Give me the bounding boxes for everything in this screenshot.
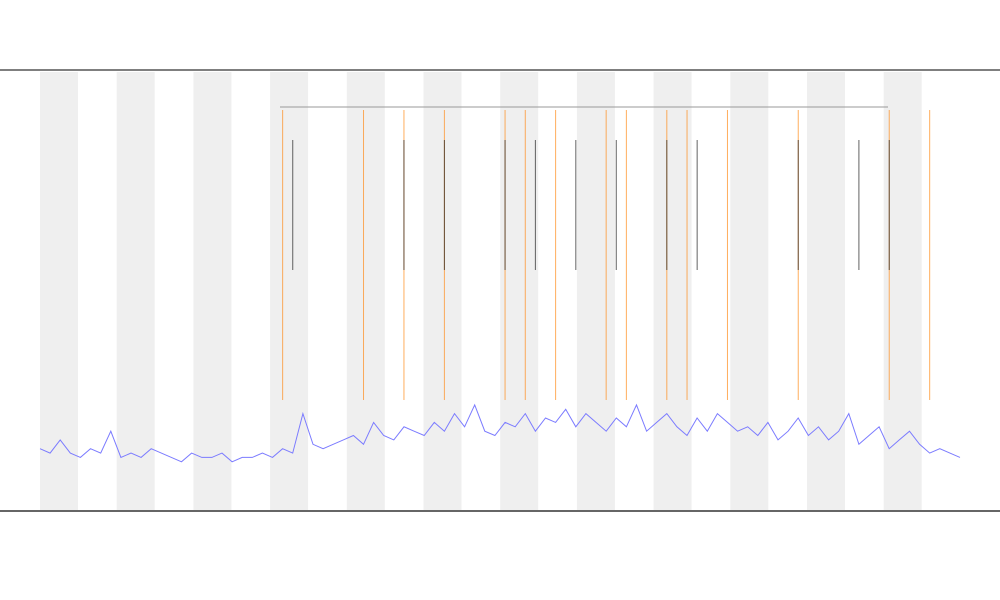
band (500, 72, 539, 510)
band (576, 72, 615, 510)
band (116, 72, 155, 510)
band (270, 72, 309, 510)
band (423, 72, 462, 510)
band (40, 72, 78, 510)
band (653, 72, 692, 510)
band (730, 72, 769, 510)
band (807, 72, 845, 510)
series-line (39, 403, 961, 463)
band (346, 72, 385, 510)
band (193, 72, 232, 510)
